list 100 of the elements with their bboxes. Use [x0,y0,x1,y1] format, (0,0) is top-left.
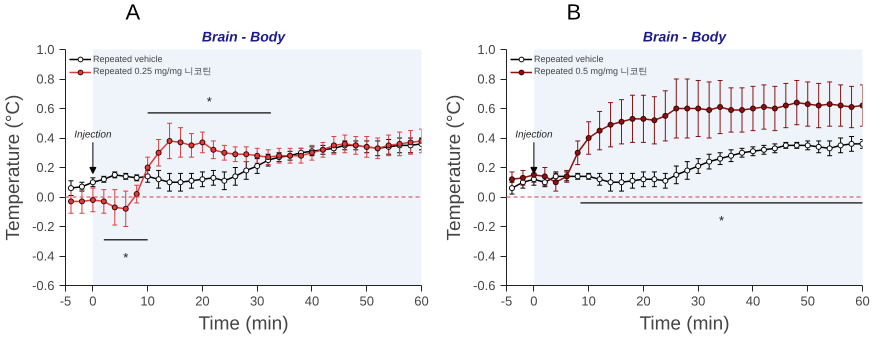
point [816,102,822,109]
point [826,101,833,108]
legend-label: Repeated vehicle [93,53,163,65]
point [166,179,173,186]
point [188,142,194,148]
x-tick-label: 40 [304,294,320,308]
x-tick-label: 0 [89,294,97,308]
y-tick-label: 0.0 [36,190,55,204]
point [243,167,250,174]
y-axis-title: Temperature (°C) [444,94,466,240]
point [848,104,855,110]
x-tick-label: 20 [195,294,210,308]
point [210,174,216,181]
y-axis-title: Temperature (°C) [3,94,24,240]
point [826,145,833,152]
point [706,106,712,113]
point [221,150,228,156]
point [760,104,767,110]
point [68,198,74,204]
point [596,176,603,182]
point [739,106,746,113]
y-tick-label: 0.0 [477,190,496,204]
point [221,178,228,184]
y-tick-label: 0.4 [477,130,496,146]
y-tick-label: 0.6 [477,101,496,116]
point [608,122,614,128]
point [804,101,811,108]
legend-label: Repeated 0.25 mg/mg 니코틴 [93,65,212,78]
point [717,156,724,162]
point [838,142,844,148]
point [838,102,844,109]
y-tick-label: -0.2 [32,219,55,234]
point [586,135,592,141]
point [134,191,140,198]
point [232,173,238,180]
point [574,150,581,156]
point [243,151,250,158]
point [298,152,304,159]
chart-title: B [566,0,582,24]
point [782,102,789,109]
legend-label: Repeated 0.5 mg/mg 니코틴 [534,65,648,78]
point [640,116,646,122]
point [750,106,756,112]
y-tick-label: -0.4 [473,248,496,264]
point [848,140,855,147]
point [78,198,85,204]
chart-title: A [126,0,140,24]
x-tick-label: 60 [414,294,429,308]
point [156,150,162,156]
point [706,158,712,165]
annotation: * [123,250,128,265]
point [772,145,778,152]
chart-subtitle: Brain - Body [642,28,728,44]
point [673,172,680,178]
annotation: * [206,94,212,109]
point [210,146,216,153]
x-tick-label: 30 [250,294,264,308]
point [695,163,702,170]
point [232,151,238,158]
y-tick-label: -0.6 [473,278,496,293]
point [156,176,162,182]
x-axis-title: Time (min) [639,314,730,334]
point [728,152,734,159]
point [739,150,746,156]
y-tick-label: 0.8 [477,72,496,86]
x-tick-label: 40 [746,294,760,308]
point [178,179,184,186]
y-tick-label: 1.0 [36,42,55,57]
point [684,167,690,174]
y-tick-label: -0.2 [473,219,496,234]
point [816,144,822,150]
point [629,116,636,122]
point [618,179,625,186]
annotation: Injection [515,130,553,141]
point [199,176,206,182]
y-tick-label: 0.4 [36,130,55,146]
point [100,198,107,204]
x-tick-label: -5 [500,294,512,308]
annotation: * [718,212,724,228]
point [717,104,724,110]
x-tick-label: 10 [581,294,596,308]
point [662,178,668,184]
x-tick-label: 50 [360,294,374,308]
annotation: Injection [74,130,112,141]
point [794,100,800,106]
x-tick-label: 50 [800,294,815,308]
point [618,118,625,125]
x-tick-label: 0 [530,294,538,308]
point [166,138,173,144]
point [188,178,194,184]
y-tick-label: 0.2 [477,160,496,175]
x-axis-title: Time (min) [198,314,289,334]
point [772,106,778,112]
y-tick-label: 1.0 [477,42,496,57]
point [112,204,118,210]
x-tick-label: 60 [855,294,870,308]
point [122,206,129,212]
y-tick-label: -0.6 [32,278,55,293]
point [750,148,756,154]
point [629,178,636,184]
